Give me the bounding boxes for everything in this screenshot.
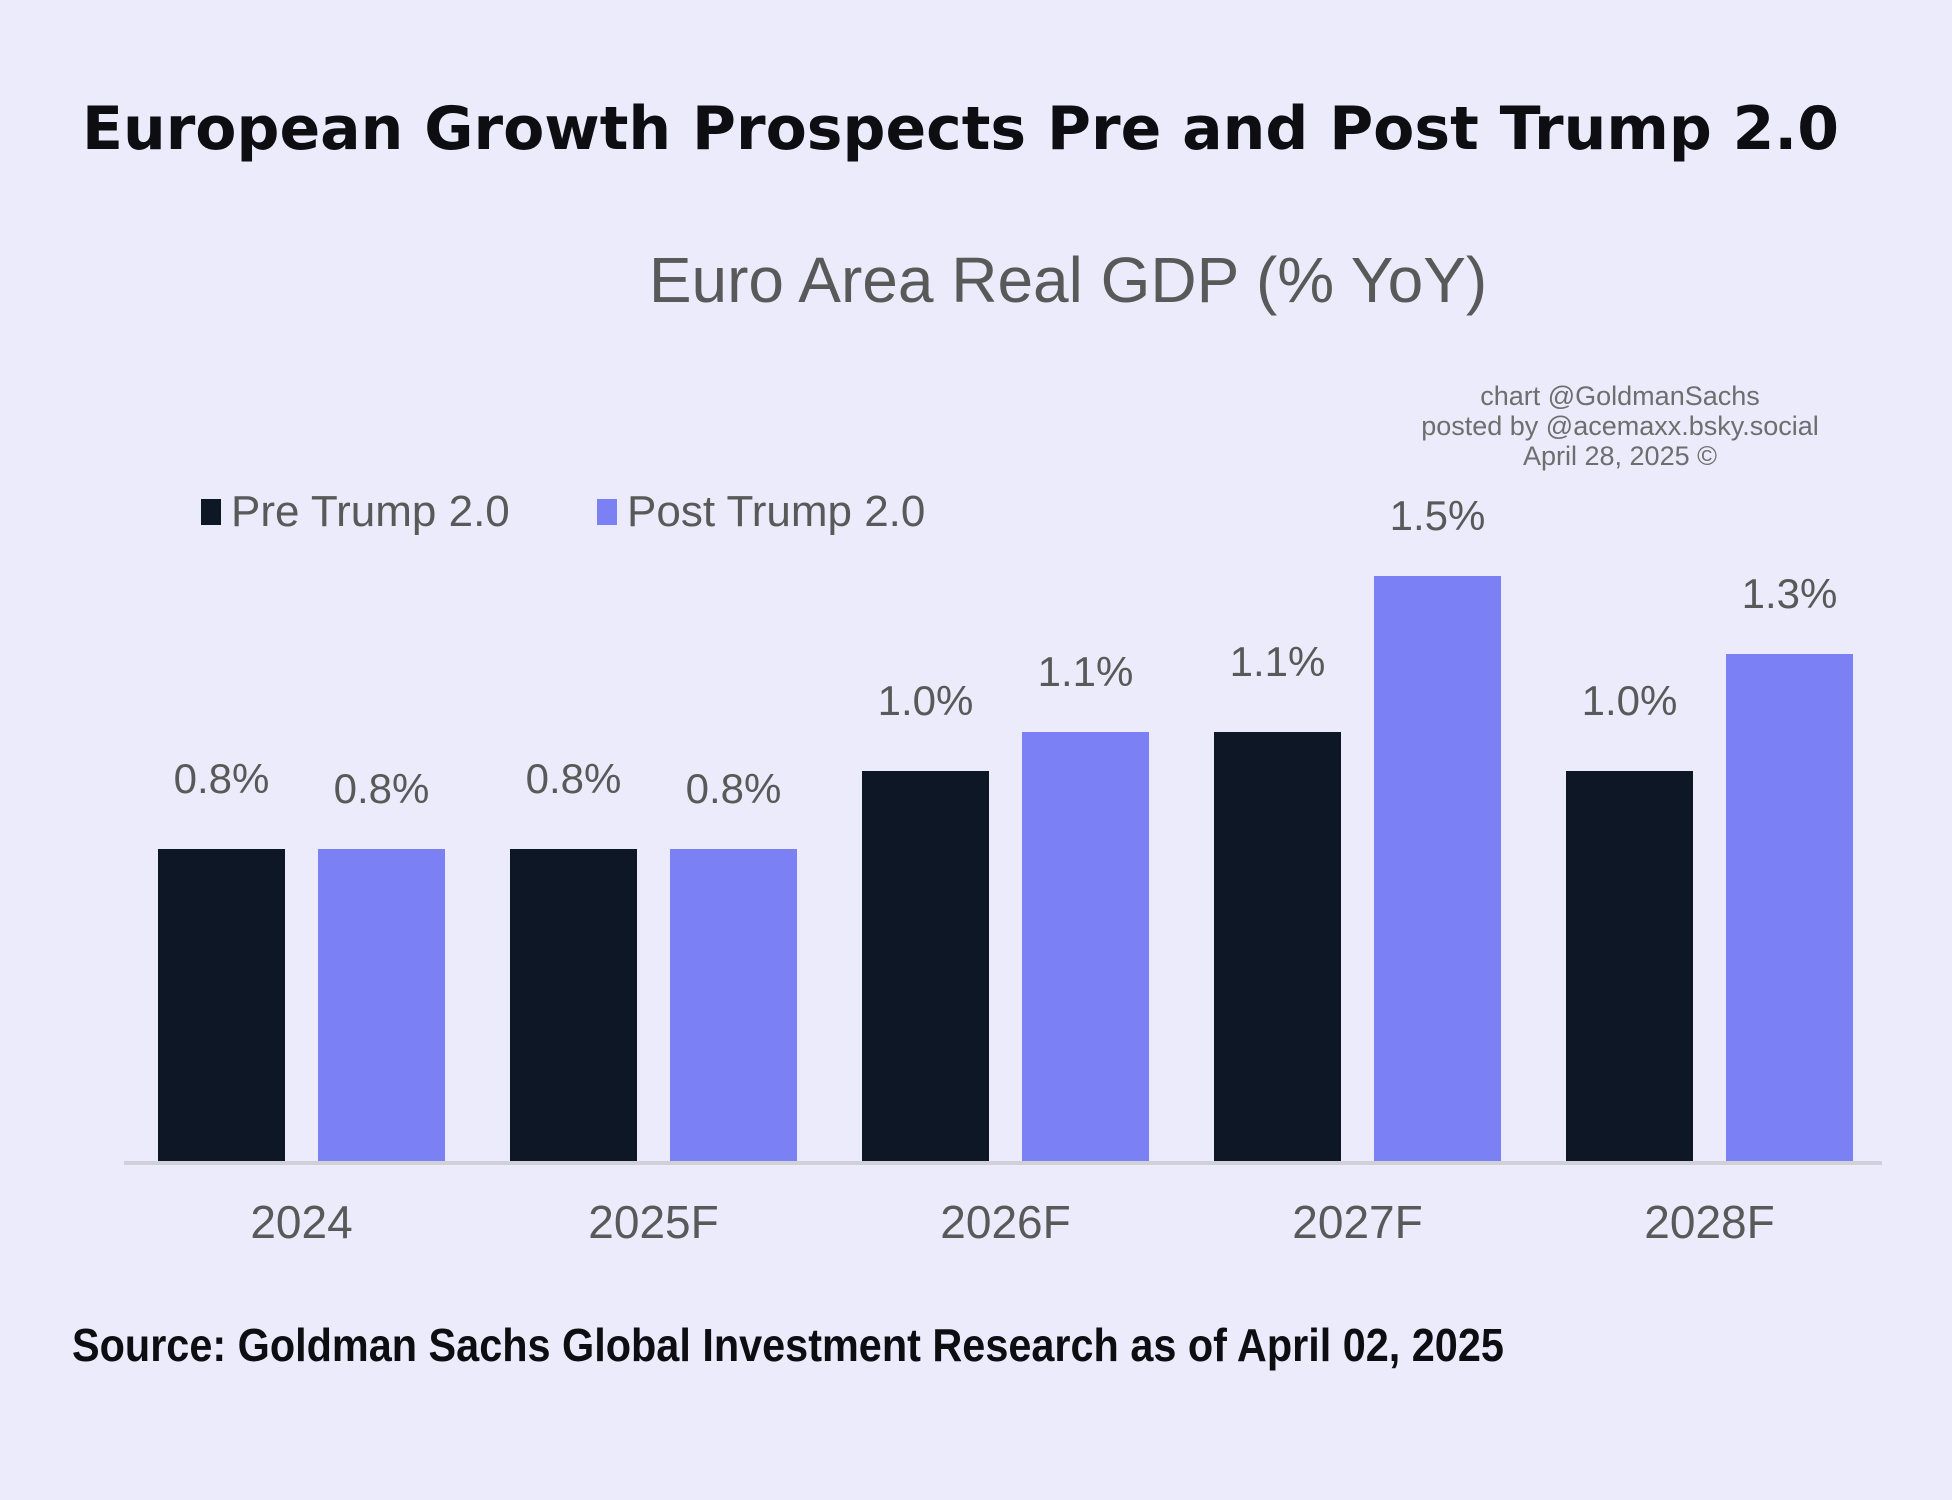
data-label-pre-2028f: 1.0% [1582, 677, 1678, 724]
credit-line-2: posted by @acemaxx.bsky.social [1421, 411, 1819, 441]
bar-pre-2026f [862, 771, 989, 1161]
data-label-post-2025f: 0.8% [686, 765, 782, 812]
x-tick-label-2024: 2024 [250, 1196, 352, 1248]
credit-line-3: April 28, 2025 © [1523, 441, 1717, 471]
legend-label-pre: Pre Trump 2.0 [231, 487, 510, 536]
data-label-pre-2027f: 1.1% [1230, 638, 1326, 685]
data-label-post-2027f: 1.5% [1390, 492, 1486, 539]
x-tick-label-2028f: 2028F [1644, 1196, 1774, 1248]
bar-post-2028f [1726, 654, 1853, 1161]
x-tick-labels: 2024 2025F 2026F 2027F 2028F [250, 1196, 1774, 1248]
headline: European Growth Prospects Pre and Post T… [82, 94, 1839, 164]
bar-post-2027f [1374, 576, 1501, 1161]
legend-swatch-post [597, 499, 617, 525]
x-tick-label-2026f: 2026F [940, 1196, 1070, 1248]
bar-pre-2027f [1214, 732, 1341, 1161]
bar-pre-2028f [1566, 771, 1693, 1161]
bar-pre-2024 [158, 849, 285, 1161]
data-label-post-2024: 0.8% [334, 765, 430, 812]
x-tick-label-2027f: 2027F [1292, 1196, 1422, 1248]
data-label-post-2028f: 1.3% [1742, 570, 1838, 617]
credit-line-1: chart @GoldmanSachs [1480, 381, 1760, 411]
data-labels-group: 0.8% 0.8% 0.8% 0.8% 1.0% 1.1% 1.1% 1.5% 1.0% 1.3% [174, 492, 1838, 812]
data-label-post-2026f: 1.1% [1038, 648, 1134, 695]
data-label-pre-2024: 0.8% [174, 755, 270, 802]
x-tick-label-2025f: 2025F [588, 1196, 718, 1248]
data-label-pre-2026f: 1.0% [878, 677, 974, 724]
legend: Pre Trump 2.0 Post Trump 2.0 [201, 487, 925, 536]
legend-label-post: Post Trump 2.0 [627, 487, 925, 536]
bar-pre-2025f [510, 849, 637, 1161]
bars-group [158, 576, 1853, 1161]
chart-title: Euro Area Real GDP (% YoY) [649, 244, 1487, 316]
legend-swatch-pre [201, 499, 221, 525]
bar-post-2026f [1022, 732, 1149, 1161]
bar-post-2024 [318, 849, 445, 1161]
source-note: Source: Goldman Sachs Global Investment … [72, 1319, 1504, 1371]
data-label-pre-2025f: 0.8% [526, 755, 622, 802]
bar-post-2025f [670, 849, 797, 1161]
